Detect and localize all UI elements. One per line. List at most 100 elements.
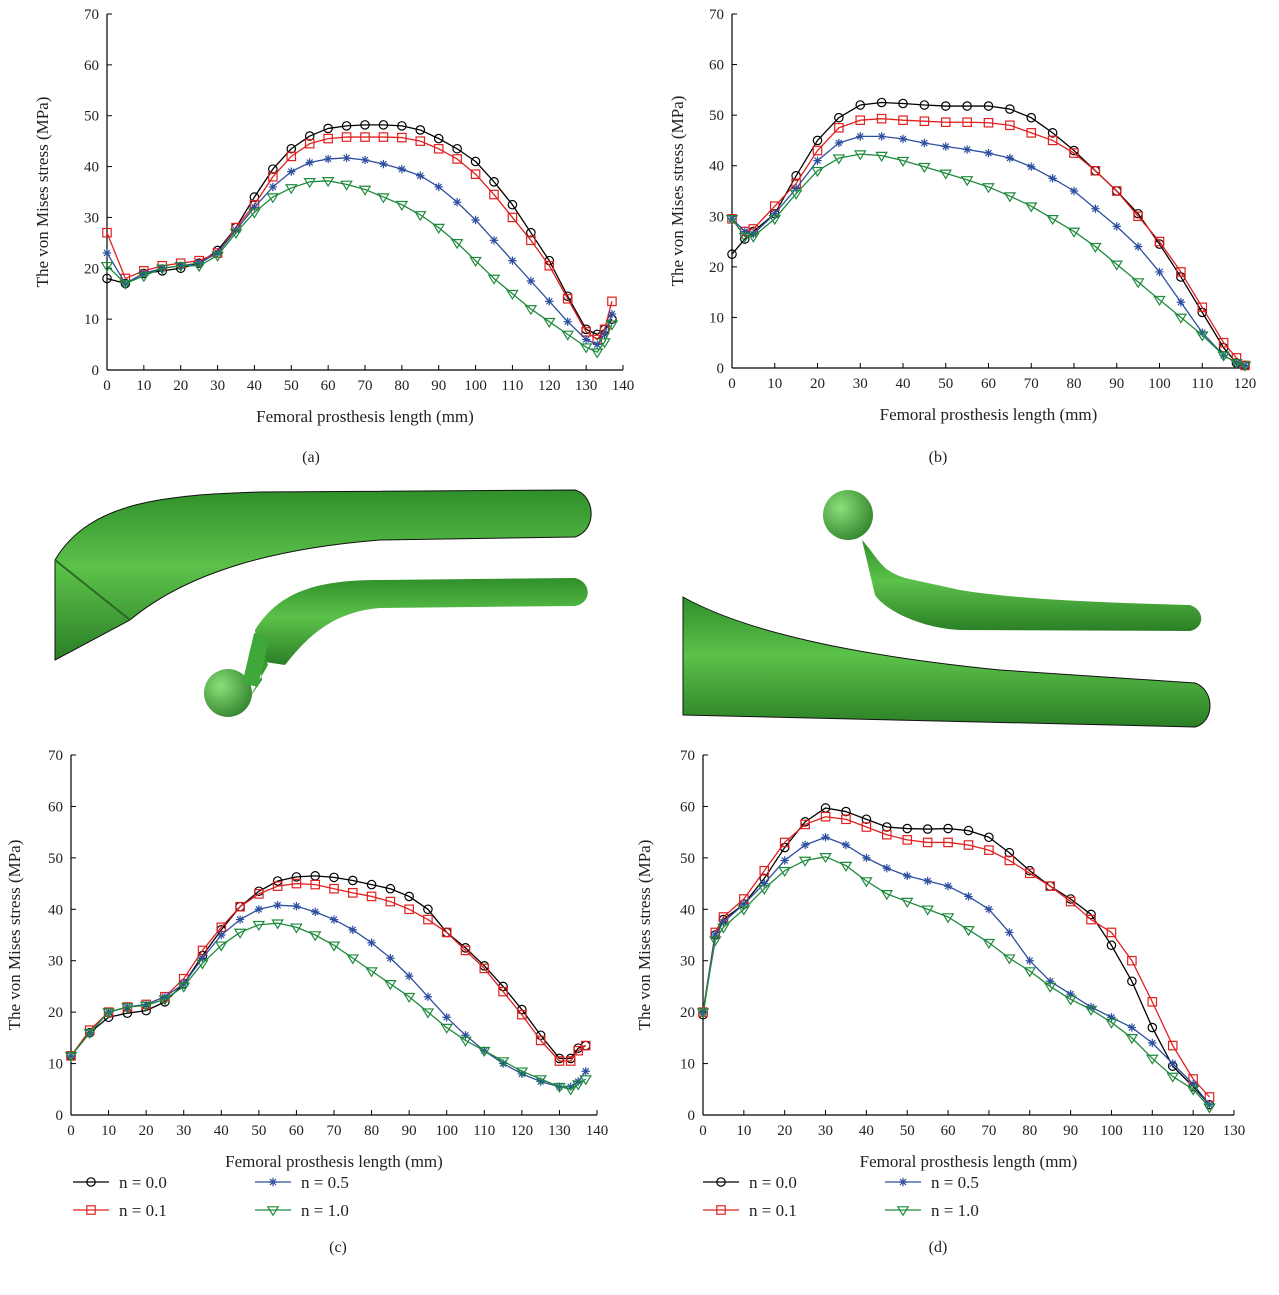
marker	[348, 925, 357, 935]
y-tick-label: 50	[48, 851, 63, 867]
y-tick-label: 20	[709, 260, 724, 276]
marker	[379, 159, 388, 169]
marker	[347, 875, 358, 886]
marker	[268, 171, 278, 182]
marker	[341, 132, 352, 142]
marker	[903, 871, 912, 881]
marker	[271, 919, 284, 930]
marker	[984, 845, 994, 855]
marker	[366, 891, 377, 902]
marker	[402, 992, 416, 1004]
marker	[839, 861, 853, 872]
marker	[213, 248, 222, 258]
marker	[898, 134, 908, 144]
legend-entry: n = 1.0	[885, 1201, 979, 1220]
series-line	[106, 136, 613, 341]
x-tick-label: 100	[435, 1123, 458, 1139]
series-line	[70, 875, 586, 1060]
marker	[536, 1077, 545, 1086]
marker	[287, 167, 296, 176]
marker	[404, 971, 414, 981]
marker	[1067, 227, 1081, 238]
series-line	[731, 153, 1246, 367]
marker	[962, 145, 972, 154]
marker	[1110, 260, 1124, 271]
x-tick-label: 130	[575, 378, 598, 394]
marker	[819, 853, 832, 864]
marker	[574, 1077, 583, 1086]
marker	[308, 931, 322, 942]
marker	[1167, 1040, 1178, 1051]
marker	[1005, 120, 1015, 131]
marker	[291, 878, 302, 889]
marker	[367, 938, 376, 947]
marker	[507, 199, 518, 210]
marker	[962, 117, 972, 128]
marker	[561, 330, 574, 341]
marker	[716, 1205, 726, 1215]
marker	[877, 132, 886, 141]
x-tick-label: 50	[284, 378, 299, 394]
marker	[433, 143, 444, 154]
marker	[397, 121, 407, 131]
marker	[900, 897, 914, 908]
x-tick-label: 110	[1141, 1123, 1163, 1139]
marker	[1176, 298, 1186, 307]
marker	[800, 819, 810, 830]
marker	[1217, 351, 1230, 362]
marker	[66, 1051, 76, 1061]
marker	[607, 296, 617, 307]
marker	[327, 941, 341, 952]
marker	[64, 1052, 78, 1063]
marker	[268, 182, 278, 192]
y-tick-label: 60	[680, 799, 695, 815]
legend-label: n = 1.0	[931, 1201, 979, 1220]
marker	[272, 881, 283, 891]
marker	[600, 330, 609, 339]
marker	[856, 132, 865, 141]
marker	[896, 156, 910, 167]
marker	[452, 154, 462, 164]
marker	[311, 907, 320, 917]
x-tick-label: 90	[402, 1123, 417, 1139]
marker	[215, 941, 228, 952]
marker	[943, 823, 953, 834]
marker	[941, 913, 955, 924]
marker	[943, 881, 953, 891]
marker	[385, 896, 396, 907]
marker	[305, 158, 314, 167]
y-tick-label: 50	[709, 108, 724, 124]
marker	[590, 348, 604, 359]
marker	[346, 954, 360, 965]
marker	[496, 1057, 510, 1068]
marker	[757, 884, 771, 896]
marker	[526, 235, 536, 246]
x-tick-label: 50	[900, 1123, 915, 1139]
marker	[285, 184, 298, 195]
marker	[598, 338, 611, 349]
marker	[323, 154, 333, 164]
marker	[100, 261, 114, 273]
chart: 0 10 20 30 40 50 60 70 0 10 20 30 40 50 60 70 80 90 100 110…	[635, 748, 1245, 1256]
marker	[1176, 267, 1186, 277]
marker	[812, 145, 823, 156]
marker	[918, 162, 931, 174]
marker	[960, 176, 974, 187]
series-line	[702, 816, 1210, 1098]
marker	[1066, 989, 1075, 999]
marker	[1091, 204, 1100, 213]
series-line	[70, 904, 587, 1088]
marker	[579, 1075, 593, 1086]
marker	[1003, 192, 1017, 203]
marker	[1089, 242, 1102, 253]
legend-label: n = 0.0	[119, 1173, 167, 1192]
marker	[898, 98, 908, 109]
marker	[571, 1080, 585, 1091]
y-tick-label: 0	[56, 1108, 64, 1124]
marker	[553, 1082, 566, 1094]
marker	[545, 297, 554, 306]
series-line	[731, 101, 1246, 367]
marker	[717, 923, 730, 934]
marker	[1024, 202, 1038, 213]
